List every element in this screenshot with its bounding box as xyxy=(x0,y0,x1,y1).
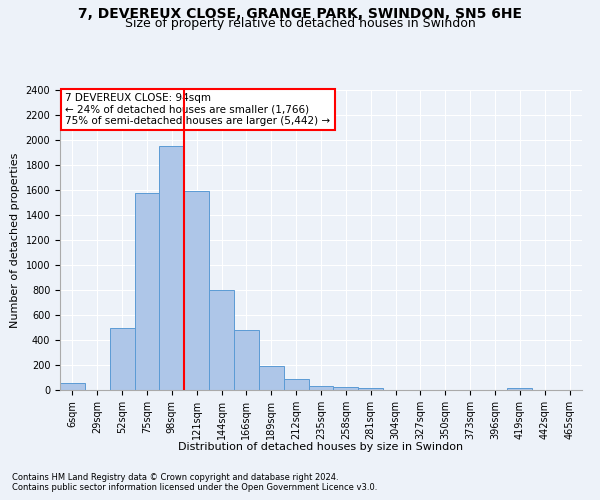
Text: Contains public sector information licensed under the Open Government Licence v3: Contains public sector information licen… xyxy=(12,484,377,492)
Bar xyxy=(184,191,209,390)
Text: Distribution of detached houses by size in Swindon: Distribution of detached houses by size … xyxy=(178,442,464,452)
Bar xyxy=(160,146,184,390)
Bar xyxy=(334,387,358,390)
Bar xyxy=(358,388,383,390)
Bar xyxy=(259,366,284,390)
Bar xyxy=(134,192,160,390)
Text: Size of property relative to detached houses in Swindon: Size of property relative to detached ho… xyxy=(125,18,475,30)
Text: Contains HM Land Registry data © Crown copyright and database right 2024.: Contains HM Land Registry data © Crown c… xyxy=(12,474,338,482)
Text: 7, DEVEREUX CLOSE, GRANGE PARK, SWINDON, SN5 6HE: 7, DEVEREUX CLOSE, GRANGE PARK, SWINDON,… xyxy=(78,8,522,22)
Bar xyxy=(209,290,234,390)
Text: 7 DEVEREUX CLOSE: 94sqm
← 24% of detached houses are smaller (1,766)
75% of semi: 7 DEVEREUX CLOSE: 94sqm ← 24% of detache… xyxy=(65,93,331,126)
Bar xyxy=(508,388,532,390)
Bar xyxy=(60,383,85,390)
Bar xyxy=(284,379,308,390)
Bar xyxy=(234,330,259,390)
Bar xyxy=(308,386,334,390)
Bar xyxy=(110,328,134,390)
Y-axis label: Number of detached properties: Number of detached properties xyxy=(10,152,20,328)
